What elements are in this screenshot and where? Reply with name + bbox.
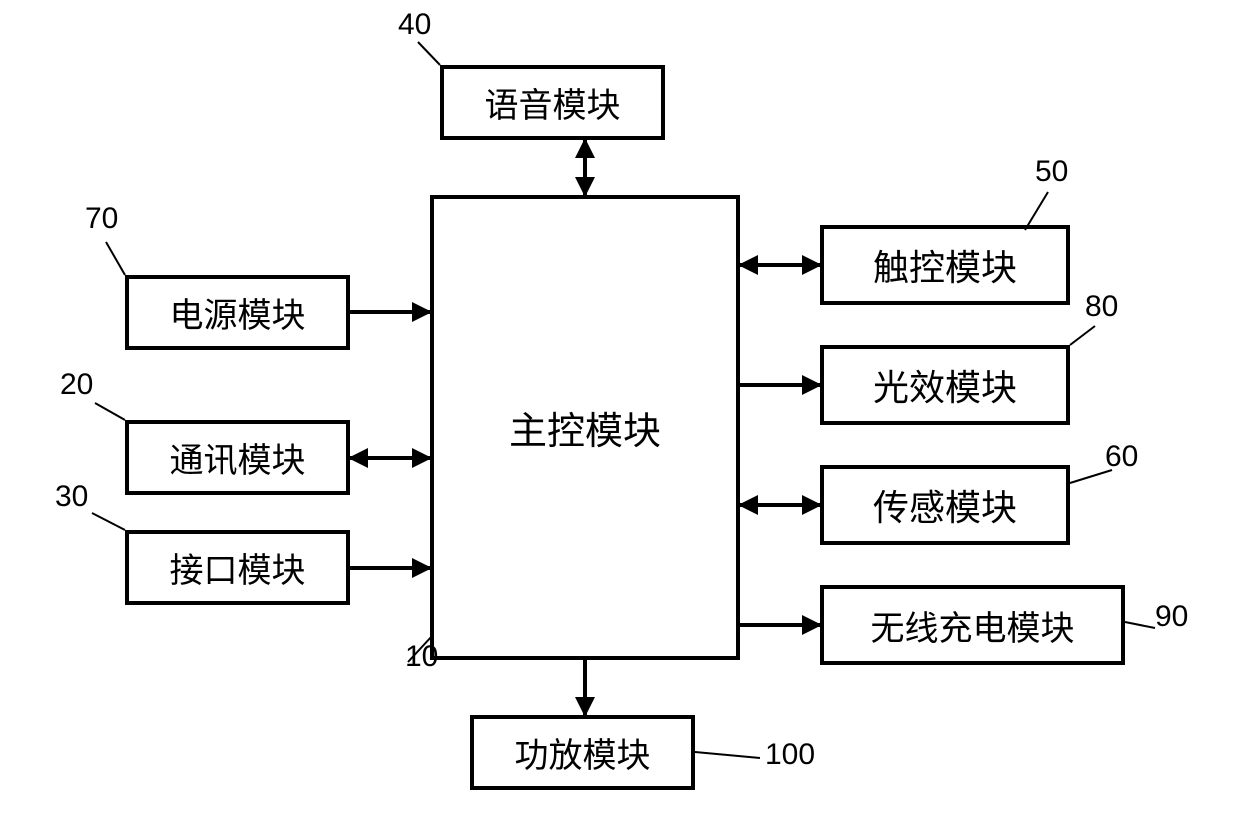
node-power: 电源模块 xyxy=(125,275,350,350)
node-center: 主控模块 xyxy=(430,195,740,660)
node-sensor: 传感模块 xyxy=(820,465,1070,545)
node-sensor-label: 传感模块 xyxy=(873,479,1017,531)
node-touch: 触控模块 xyxy=(820,225,1070,305)
num-90: 90 xyxy=(1155,600,1188,634)
num-100: 100 xyxy=(765,738,815,772)
node-amp: 功放模块 xyxy=(470,715,695,790)
num-10: 10 xyxy=(405,640,438,674)
node-iface-label: 接口模块 xyxy=(170,543,306,592)
num-80: 80 xyxy=(1085,290,1118,324)
node-comm-label: 通讯模块 xyxy=(170,433,306,482)
node-wcharge-label: 无线充电模块 xyxy=(871,601,1075,650)
node-light-label: 光效模块 xyxy=(873,359,1017,411)
num-60: 60 xyxy=(1105,440,1138,474)
num-40: 40 xyxy=(398,8,431,42)
node-amp-label: 功放模块 xyxy=(515,728,651,777)
node-wcharge: 无线充电模块 xyxy=(820,585,1125,665)
num-50: 50 xyxy=(1035,155,1068,189)
node-touch-label: 触控模块 xyxy=(873,239,1017,291)
num-30: 30 xyxy=(55,480,88,514)
num-20: 20 xyxy=(60,368,93,402)
node-voice-label: 语音模块 xyxy=(485,78,621,127)
diagram-canvas: 主控模块 语音模块 电源模块 通讯模块 接口模块 触控模块 光效模块 传感模块 … xyxy=(0,0,1240,830)
node-voice: 语音模块 xyxy=(440,65,665,140)
node-power-label: 电源模块 xyxy=(170,288,306,337)
node-iface: 接口模块 xyxy=(125,530,350,605)
num-70: 70 xyxy=(85,202,118,236)
node-light: 光效模块 xyxy=(820,345,1070,425)
node-comm: 通讯模块 xyxy=(125,420,350,495)
node-center-label: 主控模块 xyxy=(509,400,661,455)
